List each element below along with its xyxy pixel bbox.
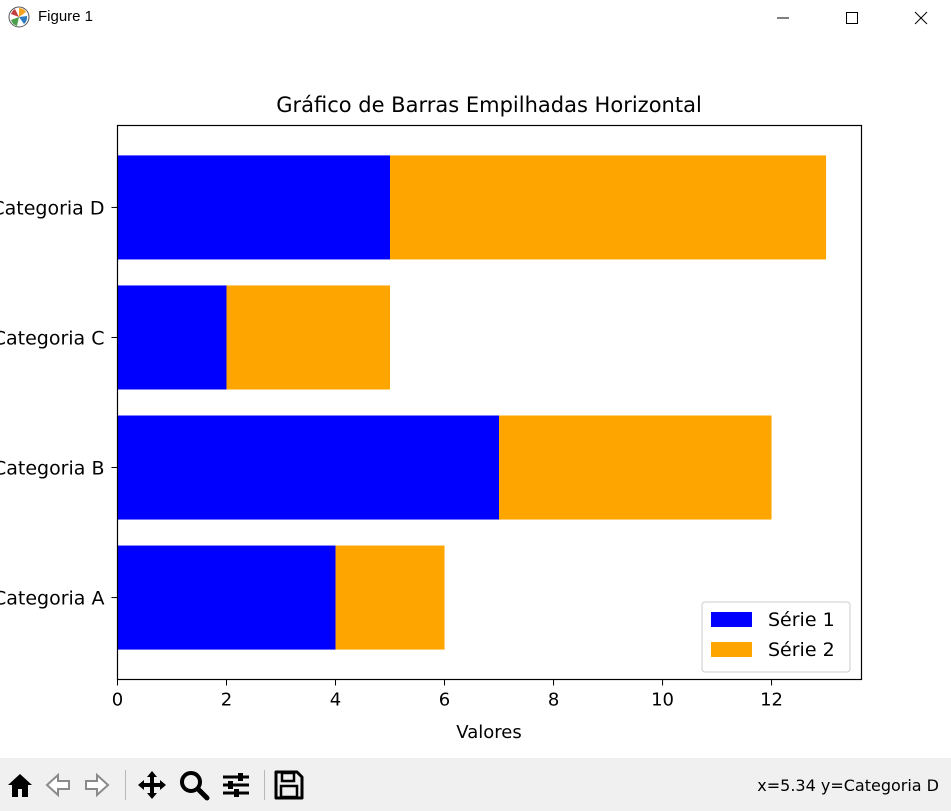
zoom-button[interactable] bbox=[177, 768, 211, 802]
bar-categoria-b-series-1 bbox=[117, 415, 500, 520]
y-tick-label: Categoria D bbox=[0, 197, 105, 219]
legend: Série 1 Série 2 bbox=[701, 601, 851, 673]
y-tick-label: Categoria C bbox=[0, 327, 105, 349]
minimize-button[interactable] bbox=[760, 0, 806, 36]
configure-subplots-icon bbox=[223, 773, 249, 797]
bar-categoria-d-series-1 bbox=[117, 155, 391, 260]
axes-frame bbox=[116, 124, 863, 681]
y-tick-label: Categoria B bbox=[0, 458, 105, 480]
back-icon bbox=[45, 772, 70, 798]
navigation-toolbar: x=5.34 y=Categoria D bbox=[0, 758, 951, 811]
x-tick-label: 4 bbox=[330, 690, 341, 711]
legend-swatch-serie-2 bbox=[711, 642, 752, 657]
close-button[interactable] bbox=[898, 0, 944, 36]
bar-categoria-c-series-2 bbox=[226, 285, 391, 390]
x-tick-label: 2 bbox=[221, 690, 232, 711]
save-button[interactable] bbox=[272, 768, 306, 802]
close-icon bbox=[914, 11, 928, 25]
configure-subplots-button[interactable] bbox=[219, 768, 253, 802]
matplotlib-logo-icon bbox=[8, 6, 30, 28]
legend-label-serie-2: Série 2 bbox=[768, 639, 835, 661]
bars-layer bbox=[117, 155, 827, 650]
forward-button[interactable] bbox=[80, 768, 114, 802]
window-title: Figure 1 bbox=[38, 8, 94, 25]
y-tick-label: Categoria A bbox=[0, 588, 105, 610]
bar-categoria-a-series-2 bbox=[335, 545, 445, 650]
toolbar-separator bbox=[125, 770, 126, 800]
home-icon bbox=[8, 774, 32, 797]
home-button[interactable] bbox=[3, 768, 37, 802]
bar-categoria-a-series-1 bbox=[117, 545, 336, 650]
save-icon bbox=[274, 770, 304, 800]
x-tick-label: 8 bbox=[548, 690, 559, 711]
x-tick-label: 12 bbox=[760, 690, 783, 711]
pan-button[interactable] bbox=[135, 768, 169, 802]
bar-categoria-b-series-2 bbox=[499, 415, 772, 520]
x-tick-label: 6 bbox=[439, 690, 450, 711]
chart-title: Gráfico de Barras Empilhadas Horizontal bbox=[276, 93, 702, 117]
back-button[interactable] bbox=[41, 768, 75, 802]
zoom-icon bbox=[180, 771, 210, 801]
legend-label-serie-1: Série 1 bbox=[768, 609, 835, 631]
toolbar-separator bbox=[264, 770, 265, 800]
chart-svg: Gráfico de Barras Empilhadas Horizontal … bbox=[0, 93, 863, 743]
pan-icon bbox=[138, 771, 166, 799]
minimize-icon bbox=[777, 17, 789, 19]
x-ticks: 0 2 4 6 8 10 12 bbox=[112, 679, 783, 711]
cursor-coordinates: x=5.34 y=Categoria D bbox=[757, 776, 939, 795]
legend-swatch-serie-1 bbox=[711, 612, 752, 627]
x-tick-label: 0 bbox=[112, 690, 123, 711]
forward-icon bbox=[85, 772, 110, 798]
bar-categoria-d-series-2 bbox=[390, 155, 827, 260]
x-axis-label: Valores bbox=[456, 722, 521, 743]
figure-canvas[interactable]: Gráfico de Barras Empilhadas Horizontal … bbox=[0, 36, 951, 758]
x-tick-label: 10 bbox=[651, 690, 674, 711]
maximize-button[interactable] bbox=[829, 0, 875, 36]
bar-categoria-c-series-1 bbox=[117, 285, 227, 390]
maximize-icon bbox=[846, 12, 858, 24]
y-ticks: Categoria A Categoria B Categoria C Categor… bbox=[0, 197, 118, 610]
title-bar: Figure 1 bbox=[0, 0, 951, 36]
